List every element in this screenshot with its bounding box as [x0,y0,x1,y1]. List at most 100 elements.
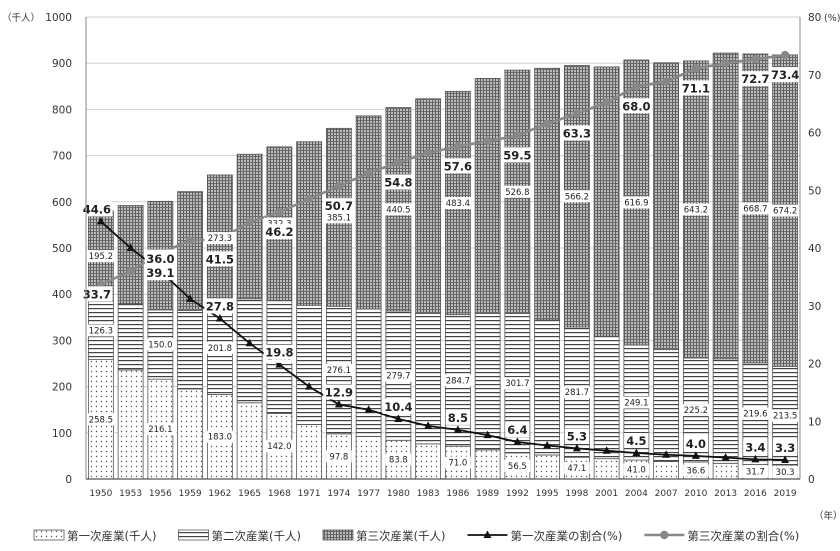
bar-value-label: 219.6 [743,410,767,420]
legend-label: 第一次産業の割合(%) [510,529,622,543]
primary-share-point [275,360,284,368]
bar-value-label: 216.1 [148,425,172,435]
left-tick-label: 100 [52,428,72,440]
left-tick-label: 600 [52,197,72,209]
right-tick-label: 60 [808,128,821,140]
right-tick-label: 80 [808,12,821,24]
bar-label-bg [204,341,236,354]
x-tick-label: 2019 [774,489,797,499]
primary-share-point [513,437,522,446]
bar-label-bg [204,430,236,443]
bar-label-bg [85,324,117,337]
tertiary-share-label: 57.6 [444,159,472,173]
x-tick-label: 1977 [357,489,380,499]
bar-secondary-1959 [177,309,204,390]
line-label-bg [144,265,176,281]
tertiary-share-label: 63.3 [563,126,591,140]
bar-value-label: 56.5 [508,462,527,472]
tertiary-share-label: 46.2 [265,225,293,239]
bar-label-bg [561,386,593,399]
bar-label-bg [742,465,769,478]
primary-share-point [305,382,314,390]
bar-secondary-1995 [534,319,561,456]
left-tick-label: 400 [52,289,72,301]
bar-label-bg [445,456,471,469]
line-label-bg [620,98,652,114]
x-tick-label: 1992 [506,489,529,499]
bar-label-bg [263,440,295,453]
primary-share-point [691,451,700,459]
bar-value-label: 616.9 [624,198,648,208]
legend-swatch-1 [178,529,209,541]
right-tick-label: 0 [808,474,815,486]
primary-share-point [186,294,195,302]
tertiary-share-label: 68.0 [622,99,650,113]
bar-tertiary-1959 [177,191,204,311]
bar-value-label: 36.6 [686,467,705,477]
bar-label-bg [623,463,650,476]
bar-primary-2007 [653,461,680,480]
left-tick-label: 0 [65,474,72,486]
bar-tertiary-2013 [712,52,739,360]
primary-share-point [245,338,254,347]
tertiary-share-label: 50.7 [325,199,353,213]
primary-share-point [126,243,135,251]
tertiary-share-point [394,158,403,167]
primary-share-label: 44.6 [83,202,111,216]
x-tick-label: 1965 [238,489,261,499]
left-tick-label: 1000 [45,12,72,24]
bar-primary-1953 [117,369,144,480]
right-tick-label: 30 [808,301,821,313]
x-tick-label: 2013 [714,489,737,499]
bar-secondary-2001 [593,335,620,460]
x-tick-label: 2007 [655,489,678,499]
primary-share-point [781,455,790,463]
primary-share-label: 5.3 [567,429,587,443]
bar-value-label: 273.3 [208,234,232,244]
bar-value-label: 201.8 [208,344,232,354]
primary-share-label: 6.4 [507,423,527,437]
x-tick-label: 1980 [387,489,410,499]
right-tick-label: 40 [808,243,821,255]
primary-share-point [364,405,373,413]
primary-share-point [96,216,105,225]
bar-value-label: 284.7 [446,376,470,386]
tertiary-share-point [721,59,730,68]
line-label-bg [263,344,295,360]
tertiary-share-point [453,142,463,151]
x-tick-label: 1962 [208,489,231,499]
bar-secondary-2013 [712,358,739,464]
line-label-bg [144,251,176,267]
primary-share-point [424,421,433,429]
tertiary-share-point [632,82,641,91]
x-tick-label: 1953 [119,489,142,499]
bar-value-label: 71.0 [448,459,467,469]
bar-value-label: 142.0 [267,442,291,452]
left-tick-label: 800 [52,104,72,116]
x-unit-label: （年） [814,510,840,522]
value-labels: 258.5 216.1 183.0 142.0 97.8 83.8 71.0 56.5 47.1… [81,67,801,479]
x-tick-label: 1950 [89,489,112,499]
bar-value-label: 150.0 [148,341,172,351]
bar-value-label: 566.2 [565,192,589,202]
x-tick-label: 1968 [268,489,291,499]
x-tick-label: 1971 [298,489,321,499]
bar-primary-1983 [415,443,442,480]
tertiary-share-point [691,64,701,73]
line-label-bg [81,286,113,302]
bar-value-label: 225.2 [684,406,708,416]
tertiary-share-label: 41.5 [206,252,234,266]
legend-marker-triangle [483,530,492,538]
bar-label-bg [739,407,771,420]
tertiary-share-point [423,148,433,157]
right-tick-label: 10 [808,416,821,428]
bar-value-label: 279.7 [386,372,410,382]
legend-marker-circle [660,530,669,540]
primary-share-point [751,454,760,463]
bar-value-label: 281.7 [565,388,589,398]
primary-share-label: 4.0 [686,437,706,451]
primary-share-label: 12.9 [325,386,353,400]
line-label-bg [263,224,295,240]
bar-label-bg [385,453,412,466]
bar-label-bg [504,459,531,472]
